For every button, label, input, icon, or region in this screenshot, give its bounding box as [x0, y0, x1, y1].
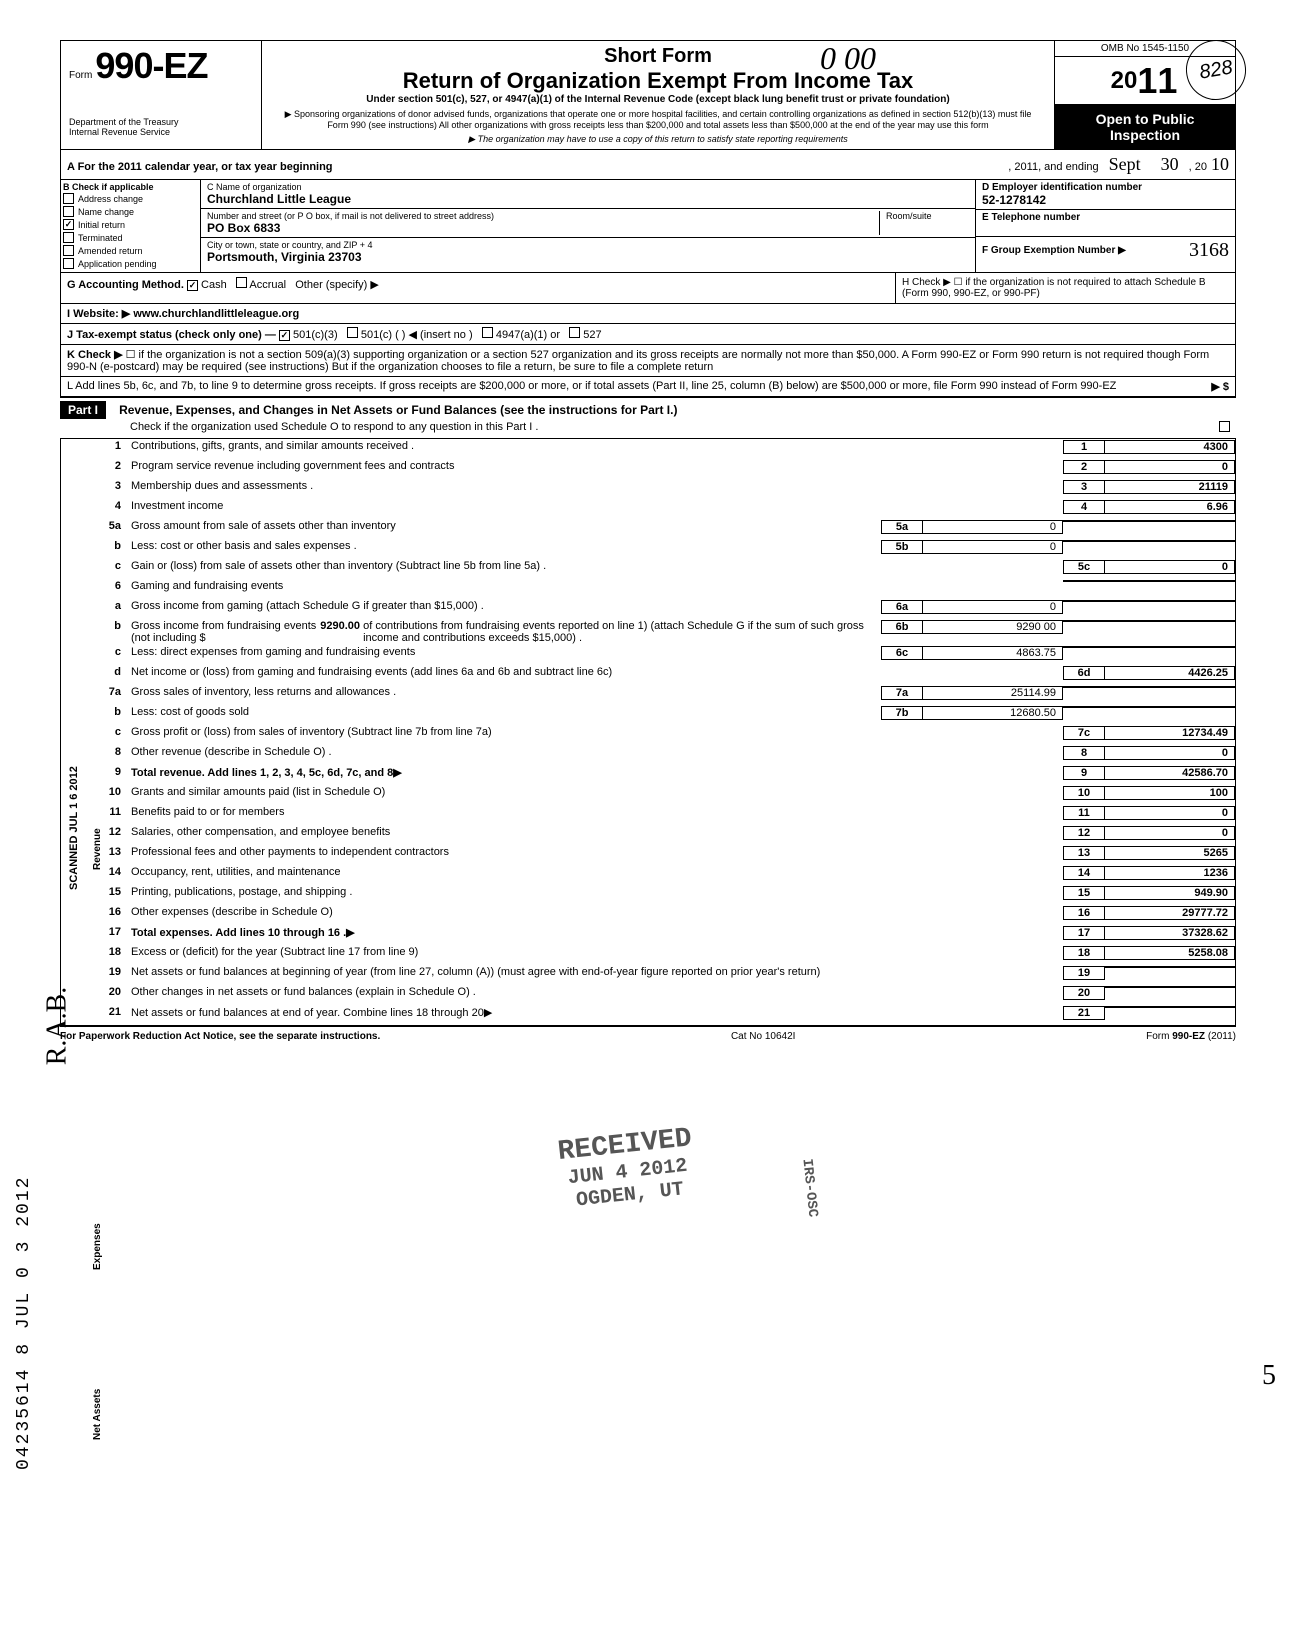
col-c: C Name of organization Churchland Little…: [201, 180, 975, 272]
chk-527[interactable]: [569, 327, 580, 338]
side-barcode: 04235614 8 JUL 0 3 2012: [14, 1176, 34, 1470]
hand-day: 30: [1161, 154, 1179, 175]
line-15: 15Printing, publications, postage, and s…: [97, 885, 1235, 905]
side-revenue: Revenue: [92, 828, 103, 870]
footer-right: Form 990-EZ (2011): [1146, 1031, 1236, 1042]
line-5b: bLess: cost or other basis and sales exp…: [97, 539, 1235, 559]
title-box: Short Form Return of Organization Exempt…: [261, 41, 1055, 149]
title-sponsor-note: ▶ Sponsoring organizations of donor advi…: [282, 109, 1034, 130]
form-number-box: Form 990-EZ Department of the Treasury I…: [61, 41, 261, 141]
row-k: K Check ▶ ☐ if the organization is not a…: [60, 345, 1236, 377]
form-page: 0 00 828 Form 990-EZ Department of the T…: [0, 0, 1296, 1647]
footer-mid: Cat No 10642I: [731, 1031, 796, 1042]
line-6d: dNet income or (loss) from gaming and fu…: [97, 665, 1235, 685]
hand-month: Sept: [1109, 154, 1141, 175]
chk-address[interactable]: [63, 193, 74, 204]
line-12: 12Salaries, other compensation, and empl…: [97, 825, 1235, 845]
line-14: 14Occupancy, rent, utilities, and mainte…: [97, 865, 1235, 885]
line-13: 13Professional fees and other payments t…: [97, 845, 1235, 865]
chk-schedule-o[interactable]: [1219, 421, 1230, 432]
c-city-row: City or town, state or country, and ZIP …: [201, 238, 975, 266]
received-stamp: RECEIVED JUN 4 2012 OGDEN, UT: [556, 1123, 698, 1214]
title-copy-note: ▶ The organization may have to use a cop…: [282, 134, 1034, 145]
line-7a: 7aGross sales of inventory, less returns…: [97, 685, 1235, 705]
open-public-badge: Open to Public Inspection: [1055, 105, 1235, 149]
row-gh: G Accounting Method. Cash Accrual Other …: [60, 273, 1236, 304]
col-def: D Employer identification number 52-1278…: [975, 180, 1235, 272]
line-20: 20Other changes in net assets or fund ba…: [97, 985, 1235, 1005]
chk-accrual[interactable]: [236, 277, 247, 288]
chk-pending[interactable]: [63, 258, 74, 269]
side-scanned: SCANNED JUL 1 6 2012: [68, 766, 80, 890]
line-6a: aGross income from gaming (attach Schedu…: [97, 599, 1235, 619]
chk-name[interactable]: [63, 206, 74, 217]
col-b-checks: B Check if applicable Address change Nam…: [61, 180, 201, 272]
line-2: 2Program service revenue including gover…: [97, 459, 1235, 479]
line-6c: cLess: direct expenses from gaming and f…: [97, 645, 1235, 665]
part1-header: Part I Revenue, Expenses, and Changes in…: [60, 397, 1236, 439]
title-return: Return of Organization Exempt From Incom…: [282, 68, 1034, 94]
chk-501c3[interactable]: [279, 330, 290, 341]
line-a: A For the 2011 calendar year, or tax yea…: [60, 150, 1236, 180]
line-19: 19Net assets or fund balances at beginni…: [97, 965, 1235, 985]
form-header-row: Form 990-EZ Department of the Treasury I…: [60, 40, 1236, 150]
hand-note-top: 0 00: [820, 40, 876, 77]
line-6b: b Gross income from fundraising events (…: [97, 619, 1235, 645]
side-netassets: Net Assets: [92, 1389, 103, 1440]
e-phone: E Telephone number: [976, 210, 1235, 237]
header-block: B Check if applicable Address change Nam…: [60, 180, 1236, 273]
c-name-row: C Name of organization Churchland Little…: [201, 180, 975, 209]
irs-osc-stamp: IRS-OSC: [798, 1158, 820, 1218]
line-17: 17Total expenses. Add lines 10 through 1…: [97, 925, 1235, 945]
line-3: 3Membership dues and assessments . 32111…: [97, 479, 1235, 499]
line-7b: bLess: cost of goods sold 7b12680.50: [97, 705, 1235, 725]
chk-amended[interactable]: [63, 245, 74, 256]
year-box: 2011: [1055, 57, 1235, 105]
line-16: 16Other expenses (describe in Schedule O…: [97, 905, 1235, 925]
chk-initial[interactable]: [63, 219, 74, 230]
row-i: I Website: ▶ www.churchlandlittleleague.…: [60, 304, 1236, 324]
c-street-row: Number and street (or P O box, if mail i…: [201, 209, 975, 238]
part1-lines: 1Contributions, gifts, grants, and simil…: [60, 439, 1236, 1026]
line-8: 8Other revenue (describe in Schedule O) …: [97, 745, 1235, 765]
form-label: Form 990-EZ: [69, 45, 253, 87]
chk-terminated[interactable]: [63, 232, 74, 243]
line-6: 6Gaming and fundraising events: [97, 579, 1235, 599]
line-10: 10Grants and similar amounts paid (list …: [97, 785, 1235, 805]
line-5a: 5aGross amount from sale of assets other…: [97, 519, 1235, 539]
line-7c: cGross profit or (loss) from sales of in…: [97, 725, 1235, 745]
footer-left: For Paperwork Reduction Act Notice, see …: [60, 1031, 380, 1042]
right-box: OMB No 1545-1150 2011 Open to Public Ins…: [1055, 41, 1235, 149]
chk-501c[interactable]: [347, 327, 358, 338]
row-j: J Tax-exempt status (check only one) — 5…: [60, 324, 1236, 345]
chk-cash[interactable]: [187, 280, 198, 291]
line-11: 11Benefits paid to or for members 110: [97, 805, 1235, 825]
row-l: L Add lines 5b, 6c, and 7b, to line 9 to…: [60, 377, 1236, 397]
d-ein: D Employer identification number 52-1278…: [976, 180, 1235, 210]
side-expenses: Expenses: [92, 1223, 103, 1270]
hand-5: 5: [1262, 1360, 1276, 1392]
h-check: H Check ▶ ☐ if the organization is not r…: [895, 273, 1235, 303]
title-under: Under section 501(c), 527, or 4947(a)(1)…: [282, 94, 1034, 105]
line-21: 21Net assets or fund balances at end of …: [97, 1005, 1235, 1025]
side-signature: R.A.B.: [41, 987, 73, 1066]
footer: For Paperwork Reduction Act Notice, see …: [60, 1026, 1236, 1042]
title-short-form: Short Form: [282, 45, 1034, 68]
line-9: 9Total revenue. Add lines 1, 2, 3, 4, 5c…: [97, 765, 1235, 785]
f-group: F Group Exemption Number ▶ 3168: [976, 237, 1235, 264]
dept-treasury: Department of the Treasury Internal Reve…: [69, 117, 253, 137]
line-5c: cGain or (loss) from sale of assets othe…: [97, 559, 1235, 579]
line-1: 1Contributions, gifts, grants, and simil…: [97, 439, 1235, 459]
line-4: 4Investment income 46.96: [97, 499, 1235, 519]
chk-4947[interactable]: [482, 327, 493, 338]
hand-year: 10: [1211, 154, 1229, 175]
line-18: 18Excess or (deficit) for the year (Subt…: [97, 945, 1235, 965]
